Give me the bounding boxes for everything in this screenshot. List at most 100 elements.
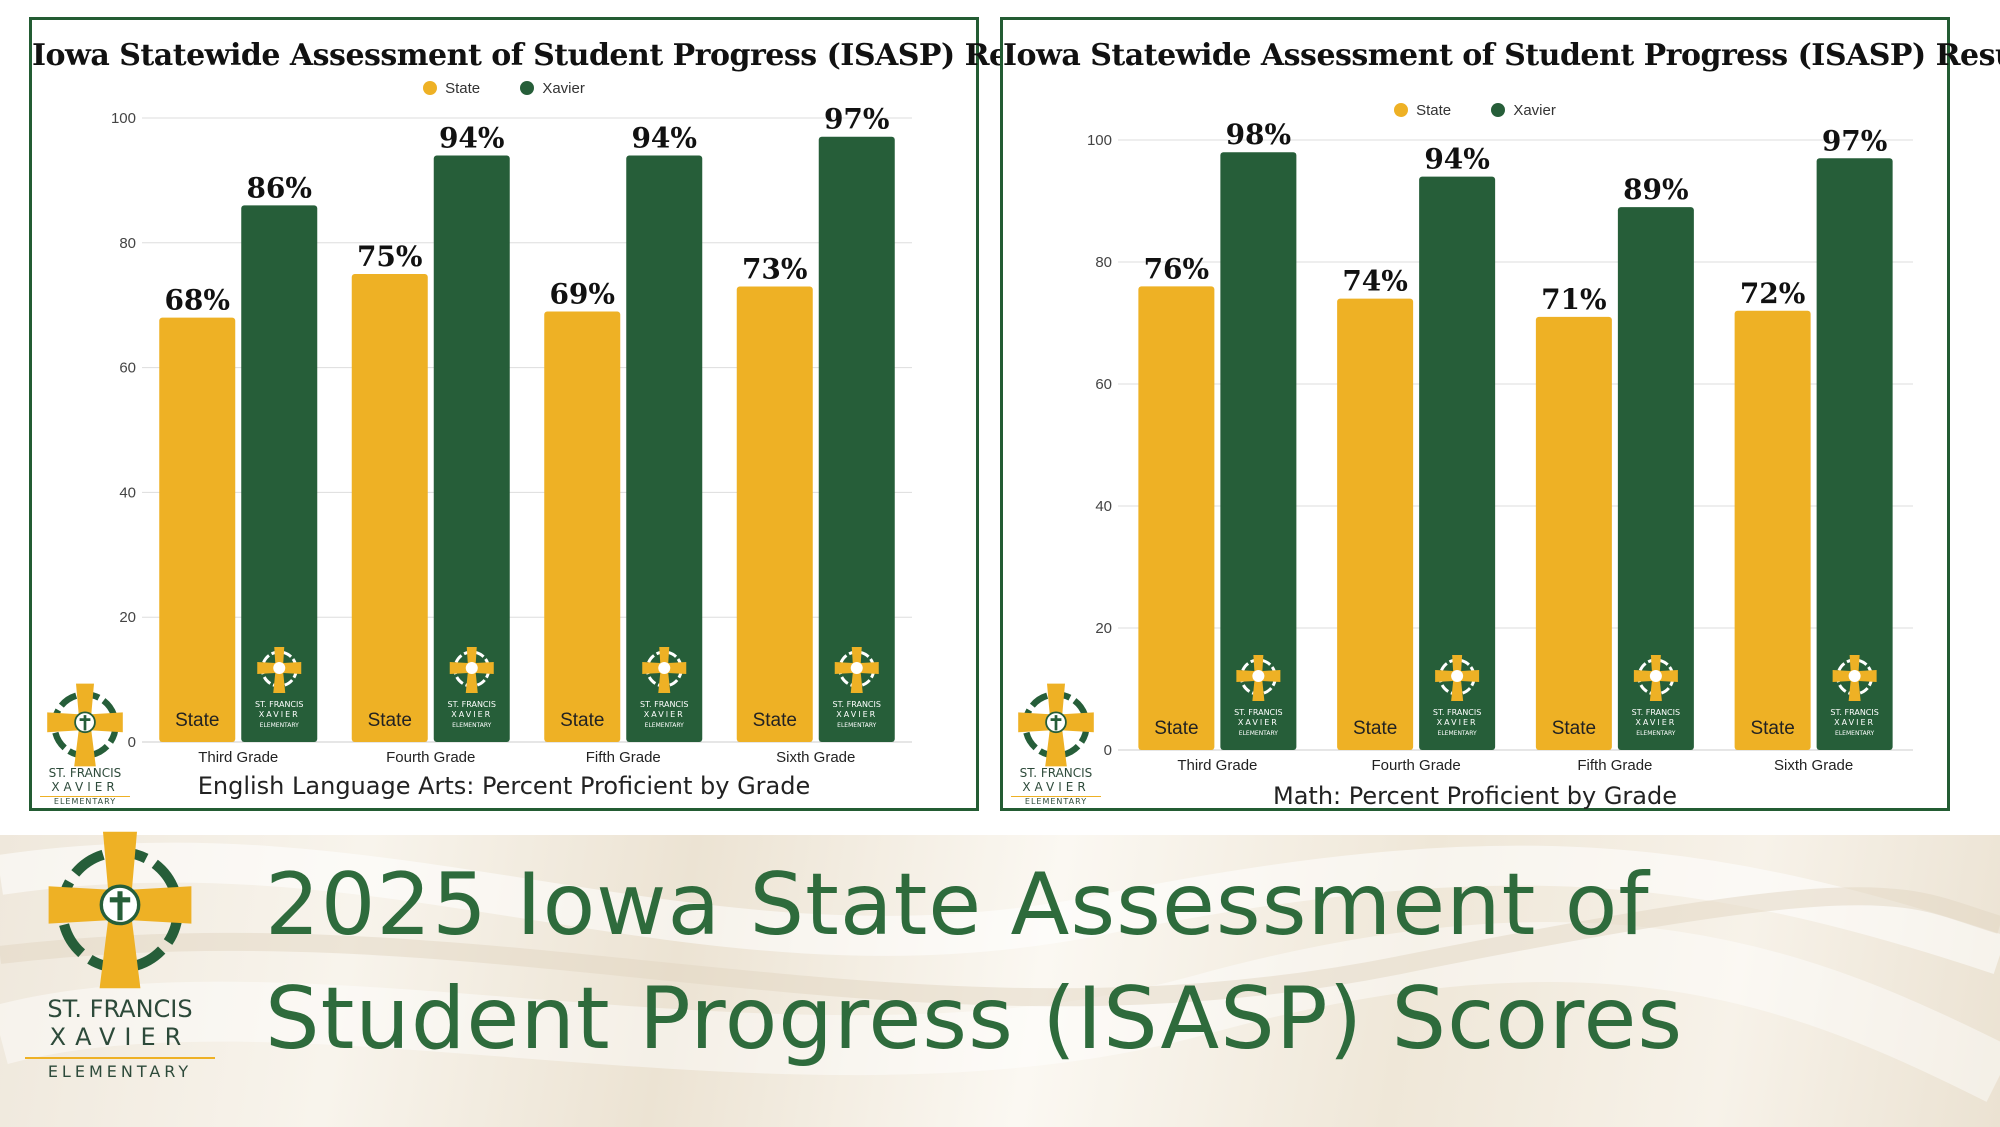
- legend-dot-state: [423, 81, 438, 95]
- cross-emblem-icon: [48, 831, 192, 989]
- bar-logo-text: ELEMENTARY: [452, 722, 491, 729]
- legend-dot-xavier: [520, 81, 535, 95]
- state-bar: [1535, 316, 1612, 750]
- logo-line-2: XAVIER: [49, 1023, 191, 1051]
- bar-logo-text: ELEMENTARY: [260, 722, 299, 729]
- bar-logo-text: XAVIER: [1635, 718, 1676, 727]
- xavier-bar: [818, 136, 895, 743]
- x-tick-label: Fifth Grade: [586, 749, 661, 766]
- y-tick-label: 100: [1087, 132, 1112, 149]
- data-label: 97%: [824, 103, 890, 136]
- state-bar: [159, 317, 236, 742]
- x-tick-label: Sixth Grade: [776, 749, 855, 766]
- data-label: 73%: [742, 252, 808, 285]
- bar-logo-text: XAVIER: [259, 710, 300, 719]
- bar-inner-label: State: [753, 710, 797, 731]
- cross-emblem-icon: [1018, 683, 1094, 767]
- state-bar: [351, 274, 428, 742]
- bar-logo-text: ELEMENTARY: [1239, 730, 1278, 737]
- state-bar: [1734, 310, 1811, 750]
- bar-logo-text: ST. FRANCIS: [255, 700, 303, 709]
- bar-logo-text: ST. FRANCIS: [640, 700, 688, 709]
- data-label: 76%: [1144, 252, 1210, 285]
- data-label: 68%: [164, 284, 230, 317]
- bar-logo-text: XAVIER: [1834, 718, 1875, 727]
- xavier-bar: [1220, 152, 1297, 750]
- state-bar: [1138, 286, 1215, 750]
- legend-item-xavier: Xavier: [1491, 102, 1556, 119]
- y-tick-label: 100: [111, 110, 136, 127]
- bar-inner-label: State: [1552, 718, 1596, 739]
- bar-logo-text: ST. FRANCIS: [1830, 708, 1878, 717]
- math-legend: State Xavier: [1003, 102, 1947, 119]
- logo-line-1: ST. FRANCIS: [48, 766, 122, 780]
- y-tick-label: 40: [119, 484, 136, 501]
- bar-logo-center: [465, 662, 478, 674]
- data-label: 98%: [1226, 118, 1292, 151]
- legend-label: State: [445, 80, 481, 97]
- bar-logo-text: XAVIER: [451, 710, 492, 719]
- bar-inner-label: State: [368, 710, 412, 731]
- state-bar: [736, 286, 813, 742]
- xavier-bar: [1816, 158, 1893, 751]
- headline-line-1: 2025 Iowa State Assessment of: [265, 855, 1650, 955]
- legend-dot-xavier: [1491, 103, 1506, 117]
- xavier-bar: [241, 205, 318, 743]
- x-tick-label: Third Grade: [1177, 757, 1257, 774]
- logo-line-1: ST. FRANCIS: [1019, 766, 1093, 780]
- bar-logo-center: [1252, 670, 1265, 682]
- bar-logo-text: ST. FRANCIS: [1632, 708, 1680, 717]
- bar-logo-center: [273, 662, 286, 674]
- data-label: 89%: [1623, 173, 1689, 206]
- legend-item-state: State: [1394, 102, 1451, 119]
- x-tick-label: Fourth Grade: [386, 749, 475, 766]
- bar-logo-text: XAVIER: [644, 710, 685, 719]
- data-label: 94%: [439, 121, 505, 154]
- ela-chart-subtitle: English Language Arts: Percent Proficien…: [197, 772, 811, 800]
- data-label: 94%: [631, 121, 697, 154]
- bar-inner-label: State: [1353, 718, 1397, 739]
- bar-inner-label: State: [560, 710, 604, 731]
- math-chart-card: 0 20 40 60 80 100 76% State 98% ST. FRANCIS XAVIER…: [1000, 17, 2000, 811]
- legend-item-xavier: Xavier: [520, 80, 585, 97]
- data-label: 71%: [1541, 283, 1607, 316]
- y-tick-label: 40: [1095, 498, 1112, 515]
- xavier-bar: [1419, 176, 1496, 751]
- bar-logo-text: ST. FRANCIS: [833, 700, 881, 709]
- legend-item-state: State: [423, 80, 480, 97]
- legend-label: Xavier: [1513, 102, 1556, 119]
- math-chart-title: Iowa Statewide Assessment of Student Pro…: [1003, 38, 2000, 73]
- bar-logo-text: XAVIER: [1437, 718, 1478, 727]
- data-label: 72%: [1740, 277, 1806, 310]
- bar-logo-text: ELEMENTARY: [645, 722, 684, 729]
- xavier-bar: [433, 155, 510, 742]
- bar-logo-text: XAVIER: [1238, 718, 1279, 727]
- bar-logo-center: [1848, 670, 1861, 682]
- bar-inner-label: State: [1154, 718, 1198, 739]
- bar-logo-text: ST. FRANCIS: [1234, 708, 1282, 717]
- school-logo: ST. FRANCIS XAVIER ELEMENTARY: [25, 825, 215, 1085]
- y-tick-label: 0: [128, 734, 136, 751]
- background-swirls: [0, 842, 2000, 1102]
- background-band: [0, 835, 2000, 1127]
- math-chart-subtitle: Math: Percent Proficient by Grade: [1273, 782, 1677, 810]
- y-tick-label: 80: [119, 235, 136, 252]
- headline-line-2: Student Progress (ISASP) Scores: [265, 969, 1684, 1069]
- logo-line-2: XAVIER: [1022, 780, 1090, 794]
- data-label: 75%: [357, 240, 423, 273]
- x-tick-label: Fifth Grade: [1577, 757, 1652, 774]
- logo-line-2: XAVIER: [51, 780, 119, 794]
- xavier-bar: [1617, 207, 1694, 751]
- legend-dot-state: [1394, 103, 1409, 117]
- data-label: 97%: [1822, 124, 1888, 157]
- state-bar: [544, 311, 621, 742]
- data-label: 69%: [549, 277, 615, 310]
- y-tick-label: 20: [1095, 620, 1112, 637]
